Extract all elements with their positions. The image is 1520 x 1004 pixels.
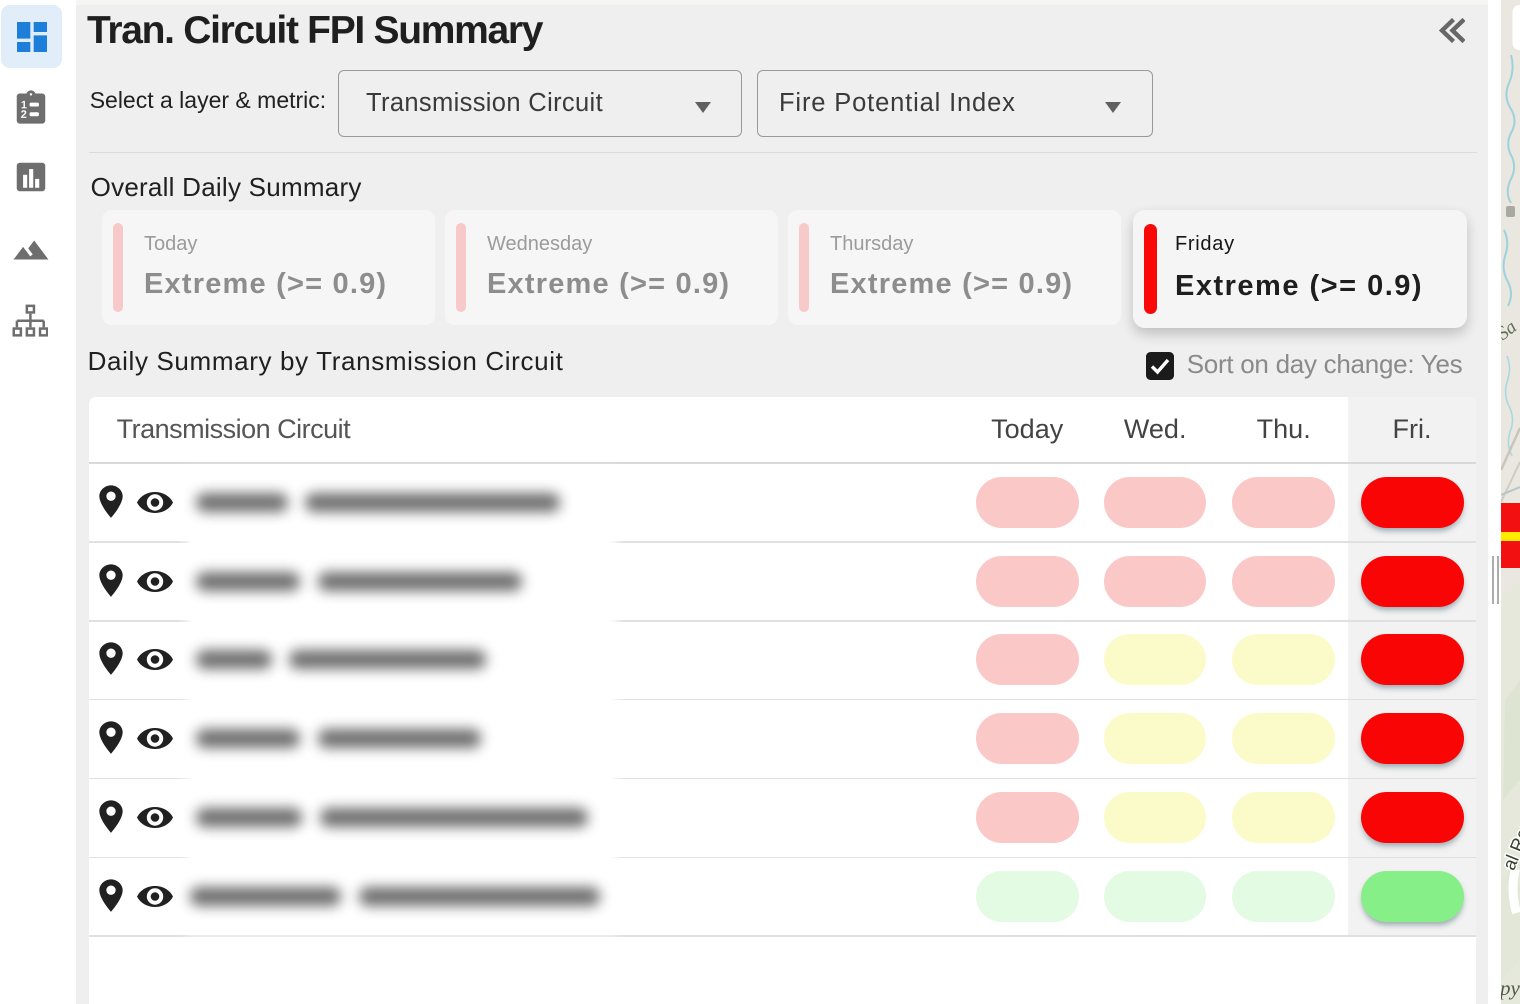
svg-text:py: py <box>1501 976 1520 1000</box>
